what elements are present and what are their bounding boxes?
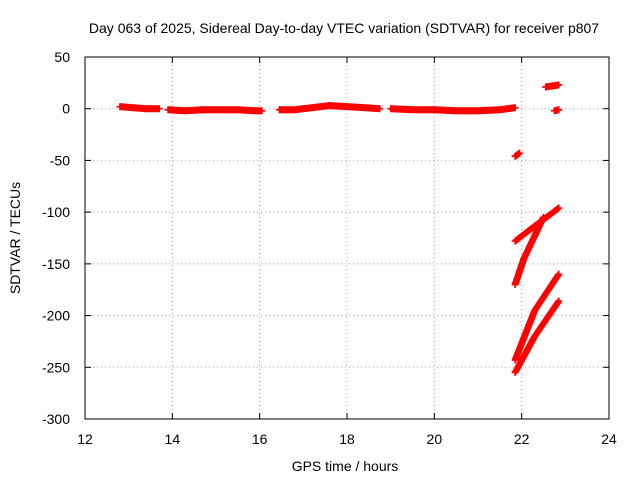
y-tick-label: -50: [50, 152, 70, 168]
y-tick-label: -300: [42, 411, 70, 427]
x-tick-label: 16: [252, 431, 268, 447]
y-tick-label: -100: [42, 204, 70, 220]
data-segment: [164, 106, 266, 115]
data-segment: [511, 270, 563, 364]
data-segment: [511, 213, 547, 289]
data-segment: [275, 102, 384, 114]
data-segment: [511, 297, 563, 376]
data-segment: [511, 204, 563, 245]
data-segment: [550, 106, 563, 115]
data-marks: [116, 81, 563, 376]
x-tick-label: 22: [514, 431, 530, 447]
axis-ticks: [84, 56, 610, 420]
y-axis-label: SDTVAR / TECUs: [7, 182, 23, 294]
x-tick-label: 20: [427, 431, 443, 447]
chart-title: Day 063 of 2025, Sidereal Day-to-day VTE…: [89, 20, 599, 36]
data-segment: [542, 81, 563, 91]
y-tick-label: -150: [42, 256, 70, 272]
y-tick-label: 50: [54, 49, 70, 65]
x-tick-labels: 12 14 16 18 20 22 24: [77, 431, 617, 447]
y-tick-label: 0: [62, 101, 70, 117]
data-segment: [116, 103, 163, 113]
x-tick-label: 18: [339, 431, 355, 447]
x-tick-label: 12: [77, 431, 93, 447]
y-tick-labels: 50 0 -50 -100 -150 -200 -250 -300: [42, 49, 70, 427]
x-tick-label: 14: [165, 431, 181, 447]
y-tick-label: -250: [42, 359, 70, 375]
x-axis-label: GPS time / hours: [292, 458, 399, 474]
y-tick-label: -200: [42, 308, 70, 324]
x-tick-label: 24: [601, 431, 617, 447]
data-segment: [511, 149, 523, 160]
data-segment: [387, 104, 519, 115]
